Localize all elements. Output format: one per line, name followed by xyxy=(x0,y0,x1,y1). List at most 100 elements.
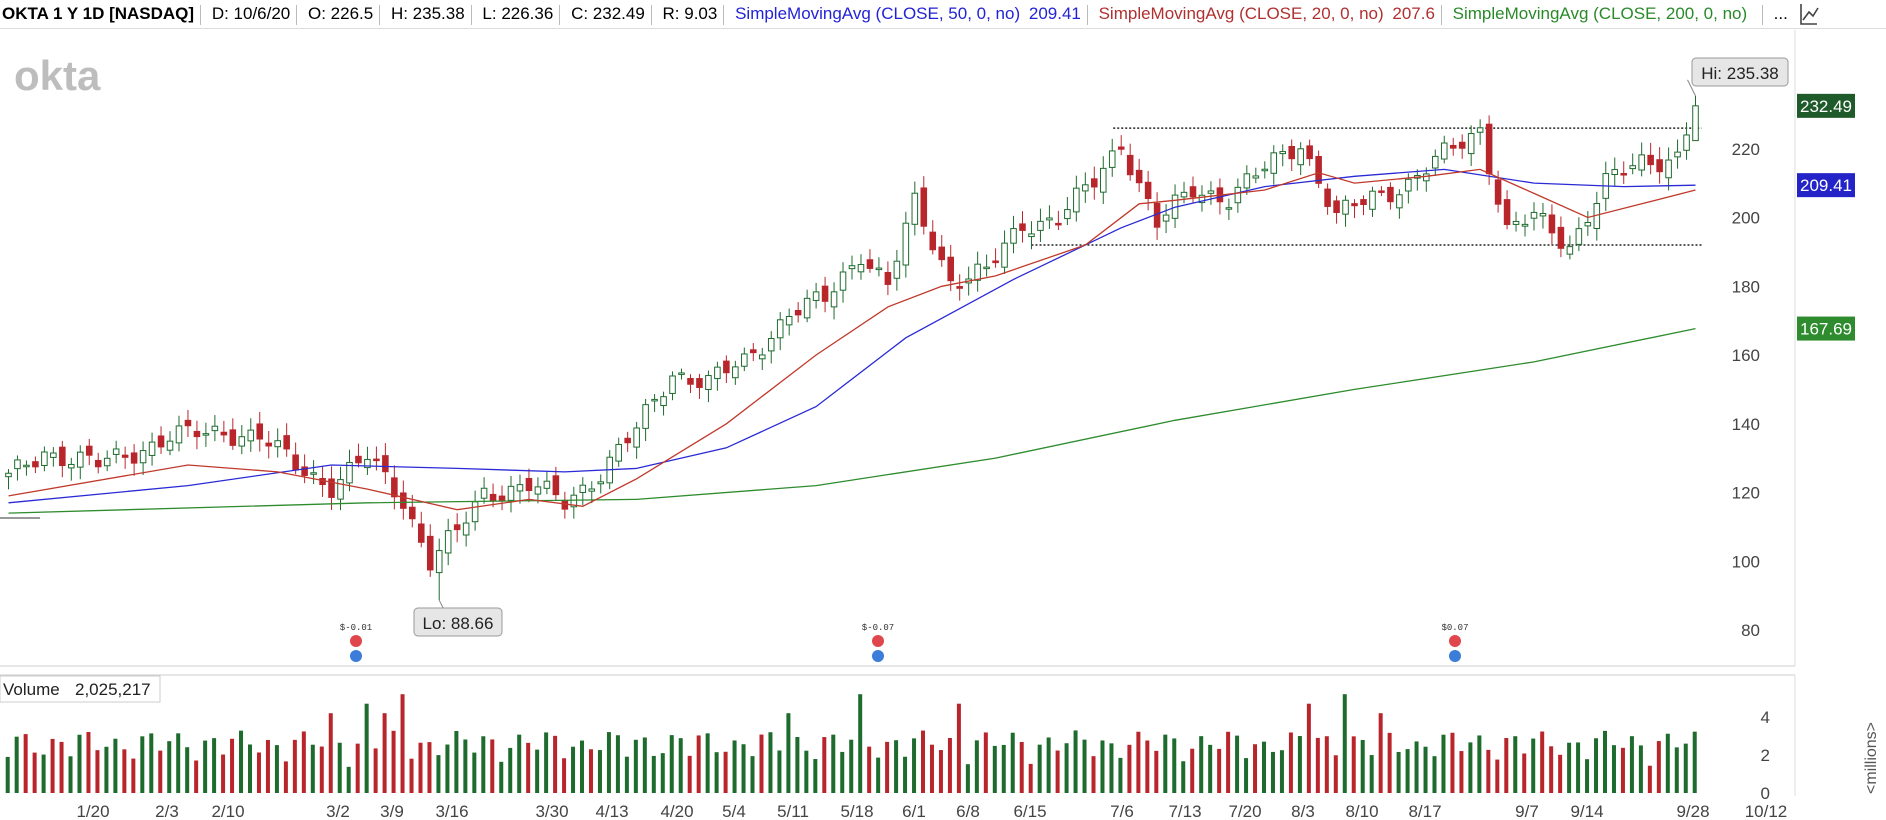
candle-body xyxy=(1566,246,1574,255)
volume-bar xyxy=(463,739,468,793)
candle-body xyxy=(1431,155,1439,169)
info-icon[interactable] xyxy=(872,650,884,662)
volume-bar xyxy=(1378,713,1383,793)
candle-body xyxy=(256,423,264,440)
volume-bar xyxy=(1019,741,1024,793)
volume-bar xyxy=(1504,738,1509,793)
candle-body xyxy=(121,454,129,458)
candle-body xyxy=(1144,181,1152,200)
volume-bar xyxy=(1064,743,1069,793)
volume-bar xyxy=(1549,746,1554,793)
candle-body xyxy=(1683,134,1690,151)
price-axis: 80100120140160180200220240 xyxy=(0,71,1760,640)
high-callout-text: Hi: 235.38 xyxy=(1701,64,1779,83)
candle-body xyxy=(633,427,640,448)
volume-bar xyxy=(633,739,638,793)
candle-body xyxy=(767,338,775,352)
volume-title-box xyxy=(0,675,161,703)
earnings-value: $0.07 xyxy=(1441,623,1468,633)
date-tick-label: 5/18 xyxy=(840,802,873,820)
volume-bar xyxy=(651,755,656,793)
candle-body xyxy=(732,366,739,379)
volume-bar xyxy=(373,748,378,793)
candle-body xyxy=(1324,188,1331,207)
sma20-study-value: 207.6 xyxy=(1392,4,1435,23)
candle-body xyxy=(750,349,757,354)
volume-bar xyxy=(265,740,270,793)
date-tick-label: 5/4 xyxy=(722,802,746,820)
candle-body xyxy=(624,437,631,444)
candle-body xyxy=(1440,142,1448,160)
date-tick-label: 8/17 xyxy=(1408,802,1441,820)
volume-bar xyxy=(1558,754,1563,793)
candle-body xyxy=(615,443,622,462)
volume-bar xyxy=(1387,732,1392,793)
volume-bar xyxy=(912,738,917,793)
candle-body xyxy=(507,485,515,501)
volume-bar xyxy=(580,740,585,793)
candle-body xyxy=(157,435,165,448)
candle-body xyxy=(660,396,667,407)
candle-body xyxy=(471,501,479,523)
chart-settings-icon[interactable] xyxy=(1798,0,1820,28)
candle-body xyxy=(68,463,75,469)
candle-body xyxy=(1028,233,1035,238)
earnings-icon[interactable] xyxy=(1449,635,1461,647)
candle-body xyxy=(23,464,30,468)
date-tick-label: 2/10 xyxy=(211,802,244,820)
date-axis: 1/20 2/3 2/10 3/2 3/9 3/16 3/30 4/13 4/20 5/4 5/11… xyxy=(76,802,1787,820)
volume-bar xyxy=(606,732,611,793)
volume-bar xyxy=(544,732,549,793)
earnings-icon[interactable] xyxy=(872,635,884,647)
volume-bar xyxy=(140,736,145,793)
volume-bar xyxy=(535,749,540,793)
volume-bar xyxy=(1235,735,1240,793)
sma20-study-label[interactable]: SimpleMovingAvg (CLOSE, 20, 0, no) xyxy=(1098,4,1384,23)
volume-bar xyxy=(696,735,701,793)
volume-bar xyxy=(409,758,414,793)
volume-bar xyxy=(472,752,477,793)
volume-bar xyxy=(59,741,64,793)
candle-body xyxy=(1503,199,1511,226)
date-tick-label: 6/1 xyxy=(902,802,926,820)
volume-bar xyxy=(310,744,315,793)
info-icon[interactable] xyxy=(1449,650,1461,662)
volume-bar xyxy=(921,730,926,793)
volume-bar xyxy=(355,743,360,793)
candle-body xyxy=(1126,154,1134,176)
price-tick-label: 80 xyxy=(1741,621,1760,640)
candle-body xyxy=(283,435,290,450)
info-icon[interactable] xyxy=(350,650,362,662)
candle-body xyxy=(938,246,946,261)
volume-title: Volume xyxy=(3,680,60,699)
volume-bar xyxy=(95,750,100,793)
volume-bar xyxy=(768,732,773,793)
volume-bar xyxy=(346,766,351,793)
symbol-label[interactable]: OKTA 1 Y 1D [NASDAQ] xyxy=(2,4,195,23)
candle-body xyxy=(1548,214,1556,234)
candle-body xyxy=(139,450,147,464)
earnings-icon[interactable] xyxy=(350,635,362,647)
more-studies-button[interactable]: ... xyxy=(1773,4,1788,23)
sma50-study-label[interactable]: SimpleMovingAvg (CLOSE, 50, 0, no) xyxy=(735,4,1021,23)
candle-body xyxy=(821,285,829,302)
close-label: C: 232.49 xyxy=(571,4,645,23)
volume-bar xyxy=(992,745,997,793)
candle-body xyxy=(130,452,138,464)
candle-body xyxy=(830,291,838,308)
candle-body xyxy=(1674,151,1681,158)
volume-bar xyxy=(1423,746,1428,793)
candle-body xyxy=(651,398,658,402)
candle-body xyxy=(265,442,273,447)
candle-body xyxy=(1449,144,1457,149)
volume-bar xyxy=(364,703,369,793)
candle-body xyxy=(1476,127,1484,133)
price-tick-label: 160 xyxy=(1732,346,1760,365)
candle-body xyxy=(893,260,901,279)
sma200-study-label[interactable]: SimpleMovingAvg (CLOSE, 200, 0, no) xyxy=(1452,4,1748,23)
candle-body xyxy=(229,429,237,446)
volume-bar xyxy=(1674,747,1679,793)
candle-body xyxy=(812,291,820,301)
volume-bar xyxy=(292,739,297,793)
